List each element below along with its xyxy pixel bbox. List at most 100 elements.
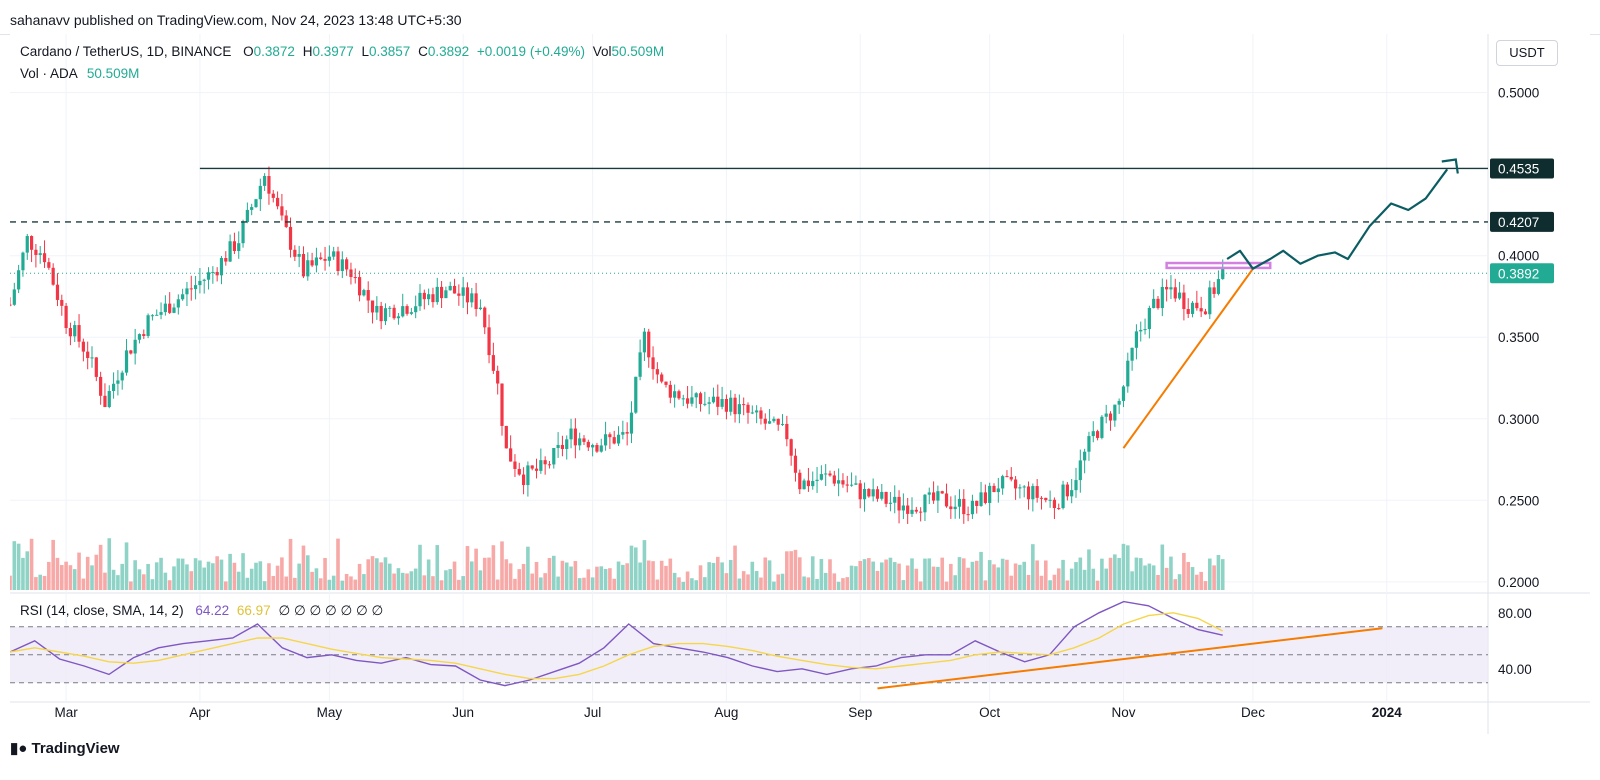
candle-body: [1195, 302, 1199, 309]
volume-bar: [746, 574, 750, 590]
candle-body: [159, 312, 163, 315]
candle-body: [12, 289, 16, 305]
volume-bar: [698, 565, 703, 590]
candle-body: [798, 472, 802, 490]
candle-body: [323, 258, 327, 261]
volume-bar: [763, 557, 768, 590]
high-label: H: [302, 44, 313, 59]
volume-bar: [284, 576, 289, 590]
candle-body: [206, 272, 211, 280]
volume-bar: [375, 558, 379, 590]
candle-body: [142, 334, 146, 336]
volume-bar: [983, 580, 988, 590]
candle-body: [439, 286, 444, 299]
x-tick-label: Apr: [189, 705, 211, 720]
candle-body: [1182, 292, 1186, 310]
volume-bar: [51, 539, 55, 590]
candles: [10, 166, 1225, 524]
candle-body: [435, 286, 439, 303]
vol-value: 50.509M: [611, 44, 665, 59]
candle-body: [539, 460, 543, 471]
candle-body: [642, 331, 647, 353]
candle-body: [280, 206, 284, 216]
volume-bar: [413, 568, 418, 590]
volume-bar: [409, 571, 414, 590]
volume-bar: [949, 563, 953, 590]
volume-bar: [219, 559, 224, 590]
volume-bar: [297, 563, 301, 590]
low-label: L: [361, 44, 370, 59]
candle-body: [111, 383, 116, 391]
volume-bar: [923, 558, 927, 590]
volume-bar: [387, 563, 392, 590]
volume-bar: [1022, 561, 1027, 590]
candle-body: [931, 492, 936, 501]
candle-body: [219, 258, 224, 276]
candle-body: [1199, 308, 1203, 312]
volume-bar: [819, 559, 824, 590]
candle-body: [858, 483, 862, 500]
candle-body: [245, 209, 249, 223]
volume-bar: [638, 562, 642, 590]
candle-body: [949, 506, 953, 510]
volume-bar: [81, 578, 86, 590]
resistance-zone: [1165, 261, 1272, 270]
volume-bar: [806, 577, 811, 590]
candle-body: [837, 480, 841, 484]
volume-bar: [331, 575, 336, 590]
candle-body: [491, 355, 495, 371]
volume-bar: [42, 575, 47, 590]
candle-body: [375, 305, 379, 313]
y-tick-label: 0.3500: [1498, 330, 1539, 345]
volume-bar: [992, 564, 996, 590]
volume-bar: [508, 563, 513, 590]
volume-bar: [664, 565, 668, 590]
candle-body: [340, 259, 344, 272]
candle-body: [884, 491, 888, 504]
volume-bar: [1190, 567, 1195, 590]
currency-button[interactable]: USDT: [1496, 40, 1558, 66]
x-tick-label: Sep: [848, 705, 872, 720]
candle-body: [724, 399, 729, 412]
volume-bar: [780, 573, 785, 590]
chart-area[interactable]: 0.5000 0.4000 0.3500 0.3000 0.2500 0.2000 Mar A…: [10, 34, 1590, 734]
candle-body: [919, 511, 923, 513]
volume-bar: [1052, 574, 1057, 590]
volume-bar: [802, 576, 806, 590]
volume-bar: [10, 575, 12, 590]
candle-body: [314, 257, 319, 266]
candle-body: [664, 381, 668, 385]
rsi-sma-value: 66.97: [236, 603, 271, 618]
volume-bar: [1065, 580, 1070, 590]
candle-body: [250, 207, 254, 210]
candle-body: [418, 292, 422, 307]
candle-body: [880, 491, 884, 499]
candle-body: [10, 304, 12, 306]
volume-bar: [940, 557, 945, 590]
candle-body: [496, 370, 500, 384]
volume-bar: [141, 574, 146, 590]
volume-bar: [841, 578, 845, 590]
volume-bar: [586, 569, 591, 590]
volume-bar: [1117, 557, 1121, 590]
candle-body: [500, 383, 504, 426]
volume-bar: [258, 561, 263, 590]
candle-body: [301, 253, 306, 277]
price-chart[interactable]: 0.5000 0.4000 0.3500 0.3000 0.2500 0.2000 Mar A…: [10, 34, 1590, 734]
volume-bar: [293, 577, 297, 590]
symbol-title: Cardano / TetherUS, 1D, BINANCE: [20, 44, 232, 59]
candle-body: [1147, 307, 1151, 330]
volume-bar: [530, 573, 535, 590]
volume-bar: [715, 556, 720, 590]
candle-body: [258, 185, 262, 200]
candle-body: [685, 398, 690, 404]
candle-body: [241, 222, 245, 244]
volume-bar: [418, 544, 422, 590]
volume-bar: [720, 562, 724, 590]
candle-body: [1035, 486, 1039, 498]
candle-body: [1156, 298, 1160, 309]
tradingview-logo[interactable]: ▮● TradingView: [10, 739, 120, 757]
volume-bar: [953, 575, 957, 590]
volume-bar: [936, 566, 940, 590]
candle-body: [711, 396, 716, 403]
